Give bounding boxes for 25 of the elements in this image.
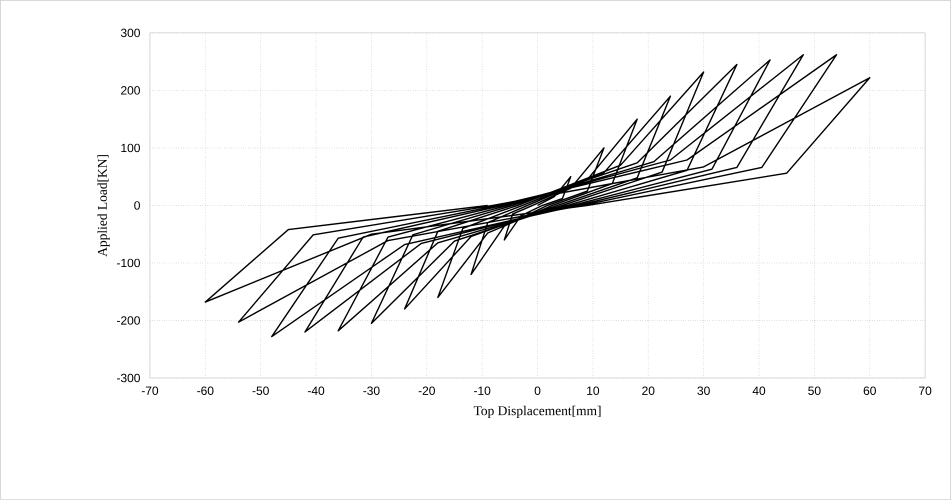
x-tick-label: 20: [642, 386, 654, 395]
y-tick-label: 100: [121, 144, 140, 152]
y-tick-label: -300: [117, 374, 140, 382]
x-tick-label: -50: [252, 386, 269, 395]
x-tick-label: 40: [752, 386, 766, 395]
x-tick-label: 30: [697, 386, 710, 395]
line-series: [204, 54, 870, 338]
x-axis-title: Top Displacement[mm]: [474, 406, 601, 418]
y-tick-label: -200: [117, 316, 140, 325]
x-tick-label: -60: [197, 386, 214, 395]
x-tick-label: -10: [474, 386, 490, 395]
y-tick-label: -100: [117, 258, 140, 268]
y-tick-label: 200: [121, 86, 140, 95]
x-tick-label: -40: [308, 386, 324, 395]
x-tick-label: 50: [808, 386, 821, 395]
y-axis-title: Applied Load[KN]: [97, 155, 110, 257]
x-tick-label: -30: [363, 386, 380, 395]
x-tick-label: 70: [919, 386, 932, 395]
x-tick-label: 0: [534, 386, 540, 395]
x-tick-label: -20: [418, 386, 435, 395]
x-tick-label: 10: [587, 386, 600, 395]
x-tick-label: 60: [864, 386, 876, 395]
x-tick-label: -70: [142, 386, 158, 395]
y-tick-label: 0: [134, 201, 140, 210]
y-tick-label: 300: [120, 28, 140, 38]
